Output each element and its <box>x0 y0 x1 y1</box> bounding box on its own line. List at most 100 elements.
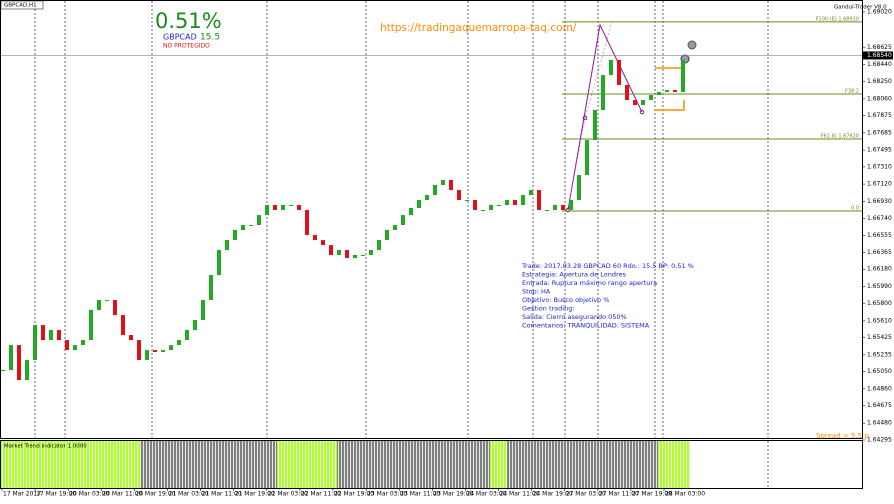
candle <box>289 205 293 207</box>
candle <box>593 109 597 141</box>
candle <box>65 340 69 351</box>
candle <box>361 255 365 257</box>
range-box <box>655 67 685 111</box>
y-tick-label: 1.68440 <box>867 61 892 68</box>
candle <box>681 59 685 93</box>
candle <box>121 315 125 336</box>
candle <box>337 250 341 256</box>
candle <box>345 250 349 259</box>
candle <box>457 190 461 201</box>
y-tick-label: 1.65800 <box>867 300 892 307</box>
candle <box>649 95 653 101</box>
candle <box>73 345 77 351</box>
candle <box>161 350 165 353</box>
candle <box>641 100 645 106</box>
candle <box>385 230 389 241</box>
target-icons <box>680 40 697 64</box>
candle <box>145 350 149 361</box>
candle <box>609 59 613 76</box>
x-tick-label: 23 Mar 03:00 <box>367 491 407 498</box>
candle <box>465 200 469 202</box>
candle <box>513 200 517 206</box>
x-tick-label: 17 Mar 19:00 <box>36 491 76 498</box>
price-tag-label: 1.68540 <box>867 52 892 59</box>
trend-stripes <box>337 441 490 488</box>
candle <box>41 325 45 341</box>
y-tick-label: 1.66180 <box>867 266 892 273</box>
trade-note: Estrategia: Apertura de Londres <box>522 271 626 279</box>
candle <box>185 330 189 341</box>
session-lines <box>34 1 769 488</box>
candle <box>225 240 229 251</box>
x-tick-label: 28 Mar 03:00 <box>665 491 705 498</box>
candle <box>521 195 525 206</box>
candle <box>633 100 637 106</box>
candle <box>193 320 197 331</box>
candle <box>233 230 237 241</box>
candle <box>169 345 173 351</box>
trend-stripes <box>658 441 690 488</box>
candle <box>353 255 357 259</box>
candle <box>81 340 85 346</box>
trend-stripes <box>507 441 658 488</box>
trade-note: Entrada: Ruptura máximo rango apertura <box>522 279 657 287</box>
candle <box>577 175 581 201</box>
x-tick-label: 21 Mar 11:00 <box>202 491 242 498</box>
candle <box>625 84 629 101</box>
y-tick-label: 1.68060 <box>867 95 892 102</box>
y-tick-label: 1.67685 <box>867 129 892 136</box>
candle <box>481 209 485 211</box>
symbol: GBPCAD <box>163 33 197 42</box>
y-tick-label: 1.67495 <box>867 147 892 154</box>
x-tick-label: 21 Mar 19:00 <box>235 491 275 498</box>
candle <box>369 250 373 256</box>
candle <box>137 340 141 361</box>
indicator-frame <box>0 440 863 489</box>
candle <box>505 200 509 206</box>
candle <box>497 205 501 207</box>
candle <box>25 360 29 381</box>
y-tick-label: 1.66365 <box>867 249 892 256</box>
candle <box>305 209 309 235</box>
indicator-label: Market Trend Indicator 1.0000 <box>4 444 87 450</box>
candle <box>97 300 101 311</box>
x-tick-label: 20 Mar 11:00 <box>102 491 142 498</box>
candle <box>657 92 661 96</box>
y-tick-label: 1.64860 <box>867 385 892 392</box>
y-tick-label: 1.66930 <box>867 198 892 205</box>
candle <box>257 215 261 226</box>
candle <box>673 90 677 93</box>
chart-title: GBPCAD,H1 <box>4 3 37 9</box>
candle <box>241 225 245 231</box>
percent: 0.51% <box>155 9 222 33</box>
candle <box>665 90 669 93</box>
candle <box>265 205 269 216</box>
y-tick-label: 1.66740 <box>867 215 892 222</box>
x-tick-label: 20 Mar 19:00 <box>135 491 175 498</box>
x-tick-label: 22 Mar 03:00 <box>268 491 308 498</box>
x-tick-label: 21 Mar 03:00 <box>169 491 209 498</box>
candle <box>489 205 493 210</box>
candle <box>537 190 541 210</box>
trade-note: Stop: HA <box>522 288 551 296</box>
candle <box>601 75 605 110</box>
x-tick-label: 24 Mar 19:00 <box>533 491 573 498</box>
candle <box>273 205 277 210</box>
trade-note: Gestión trading: <box>522 305 575 313</box>
fibo-label: F61.8) 1.67620 <box>821 133 859 139</box>
x-tick-label: 24 Mar 11:00 <box>500 491 540 498</box>
candle <box>401 215 405 226</box>
candle <box>409 208 413 216</box>
candle <box>417 200 421 209</box>
zigzag <box>565 21 645 213</box>
candle <box>217 250 221 276</box>
y-tick-label: 1.67875 <box>867 112 892 119</box>
candle <box>569 200 573 210</box>
candle <box>529 190 533 196</box>
x-tick-label: 27 Mar 03:00 <box>566 491 606 498</box>
candle <box>617 59 621 85</box>
result: 15.5 <box>200 33 220 43</box>
y-tick-label: 1.67310 <box>867 163 892 170</box>
trade-box <box>0 0 44 10</box>
candle <box>113 300 117 316</box>
